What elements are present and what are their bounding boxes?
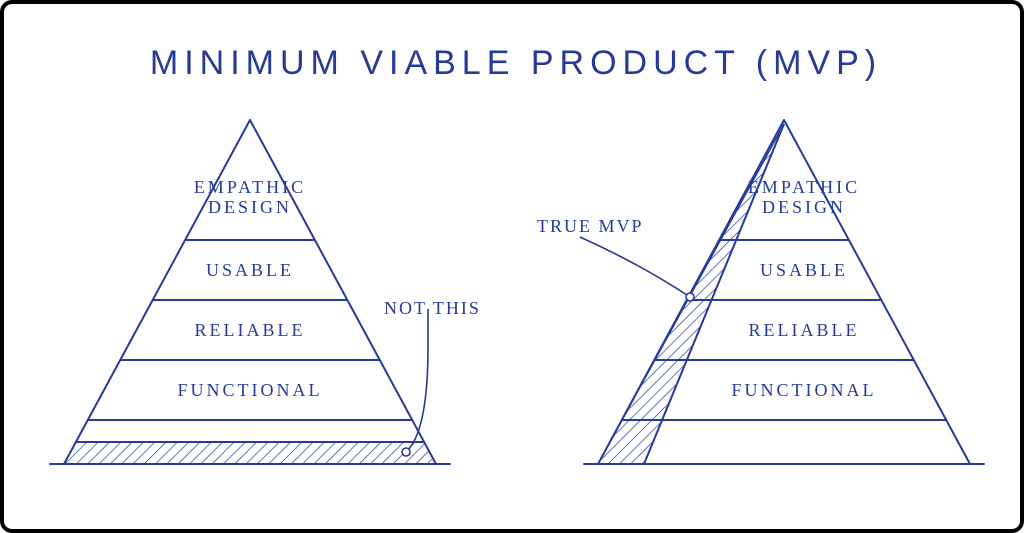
pyramid-layer-label: EMPATHICDESIGN <box>194 177 306 217</box>
pyramid-layer-label: RELIABLE <box>749 320 860 340</box>
pyramid-layer-label: FUNCTIONAL <box>732 380 877 400</box>
pyramid-layer-label: EMPATHICDESIGN <box>748 177 860 217</box>
diagram-frame: MINIMUM VIABLE PRODUCT (MVP) EMPATHICDES… <box>0 0 1024 533</box>
pyramid-layer-label: FUNCTIONAL <box>178 380 323 400</box>
not-this-band <box>64 442 436 464</box>
callout-dot <box>402 448 410 456</box>
pyramid-layer-label: USABLE <box>760 260 848 280</box>
page-title: MINIMUM VIABLE PRODUCT (MVP) <box>150 44 882 82</box>
callout-label: TRUE MVP <box>537 216 644 236</box>
diagram-svg: MINIMUM VIABLE PRODUCT (MVP) EMPATHICDES… <box>4 4 1024 529</box>
left-pyramid: EMPATHICDESIGN USABLE RELIABLE FUNCTIONAL NO… <box>50 120 481 464</box>
callout-line <box>580 237 690 297</box>
right-pyramid: EMPATHICDESIGN USABLE RELIABLE FUNCTIONAL TR… <box>537 120 984 464</box>
callout-label: NOT THIS <box>384 298 481 318</box>
pyramid-layer-label: USABLE <box>206 260 294 280</box>
callout-dot <box>686 293 694 301</box>
pyramid-layer-label: RELIABLE <box>195 320 306 340</box>
